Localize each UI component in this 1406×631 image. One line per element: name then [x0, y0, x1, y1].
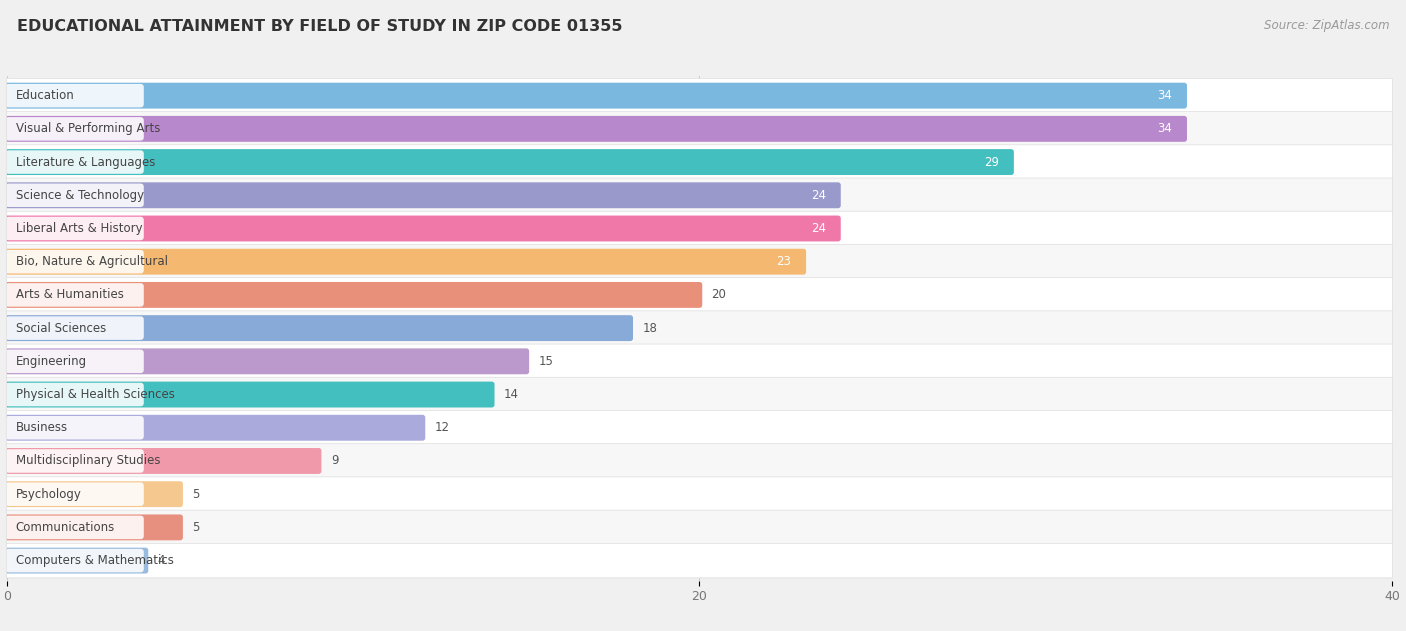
FancyBboxPatch shape [6, 516, 143, 539]
Text: 20: 20 [711, 288, 727, 302]
Text: 23: 23 [776, 255, 792, 268]
Text: Business: Business [15, 422, 67, 434]
FancyBboxPatch shape [4, 216, 841, 242]
FancyBboxPatch shape [4, 481, 183, 507]
FancyBboxPatch shape [4, 348, 529, 374]
FancyBboxPatch shape [6, 350, 143, 373]
Text: Visual & Performing Arts: Visual & Performing Arts [15, 122, 160, 136]
Text: Physical & Health Sciences: Physical & Health Sciences [15, 388, 174, 401]
Text: Computers & Mathematics: Computers & Mathematics [15, 554, 173, 567]
Text: 34: 34 [1157, 89, 1173, 102]
FancyBboxPatch shape [7, 78, 1392, 113]
Text: Science & Technology: Science & Technology [15, 189, 143, 202]
FancyBboxPatch shape [4, 83, 1187, 109]
Text: Communications: Communications [15, 521, 115, 534]
FancyBboxPatch shape [7, 278, 1392, 312]
FancyBboxPatch shape [6, 184, 143, 207]
FancyBboxPatch shape [4, 548, 148, 574]
FancyBboxPatch shape [4, 514, 183, 540]
FancyBboxPatch shape [7, 510, 1392, 545]
Text: 4: 4 [157, 554, 165, 567]
FancyBboxPatch shape [4, 149, 1014, 175]
Text: Psychology: Psychology [15, 488, 82, 500]
FancyBboxPatch shape [6, 117, 143, 141]
FancyBboxPatch shape [4, 249, 806, 274]
FancyBboxPatch shape [7, 477, 1392, 512]
FancyBboxPatch shape [4, 382, 495, 408]
Text: 29: 29 [984, 156, 1000, 168]
Text: 15: 15 [538, 355, 554, 368]
Text: Multidisciplinary Studies: Multidisciplinary Studies [15, 454, 160, 468]
FancyBboxPatch shape [4, 315, 633, 341]
FancyBboxPatch shape [6, 549, 143, 572]
Text: 5: 5 [193, 521, 200, 534]
Text: 14: 14 [503, 388, 519, 401]
FancyBboxPatch shape [7, 211, 1392, 245]
FancyBboxPatch shape [4, 182, 841, 208]
FancyBboxPatch shape [6, 449, 143, 473]
Text: Source: ZipAtlas.com: Source: ZipAtlas.com [1264, 19, 1389, 32]
FancyBboxPatch shape [7, 178, 1392, 213]
FancyBboxPatch shape [6, 316, 143, 340]
Text: Social Sciences: Social Sciences [15, 322, 105, 334]
FancyBboxPatch shape [6, 84, 143, 107]
FancyBboxPatch shape [6, 150, 143, 174]
FancyBboxPatch shape [6, 216, 143, 240]
FancyBboxPatch shape [7, 311, 1392, 345]
Text: Bio, Nature & Agricultural: Bio, Nature & Agricultural [15, 255, 167, 268]
Text: EDUCATIONAL ATTAINMENT BY FIELD OF STUDY IN ZIP CODE 01355: EDUCATIONAL ATTAINMENT BY FIELD OF STUDY… [17, 19, 623, 34]
FancyBboxPatch shape [4, 116, 1187, 142]
Text: 5: 5 [193, 488, 200, 500]
Text: 34: 34 [1157, 122, 1173, 136]
FancyBboxPatch shape [6, 383, 143, 406]
Text: 18: 18 [643, 322, 657, 334]
FancyBboxPatch shape [7, 344, 1392, 379]
FancyBboxPatch shape [4, 448, 322, 474]
Text: Engineering: Engineering [15, 355, 87, 368]
FancyBboxPatch shape [6, 416, 143, 440]
FancyBboxPatch shape [7, 244, 1392, 279]
FancyBboxPatch shape [7, 144, 1392, 179]
Text: 24: 24 [811, 189, 825, 202]
FancyBboxPatch shape [7, 377, 1392, 412]
Text: 12: 12 [434, 422, 450, 434]
FancyBboxPatch shape [6, 283, 143, 307]
Text: 9: 9 [330, 454, 339, 468]
FancyBboxPatch shape [4, 282, 702, 308]
FancyBboxPatch shape [4, 415, 425, 440]
Text: Arts & Humanities: Arts & Humanities [15, 288, 124, 302]
Text: Literature & Languages: Literature & Languages [15, 156, 155, 168]
FancyBboxPatch shape [7, 543, 1392, 578]
FancyBboxPatch shape [7, 112, 1392, 146]
FancyBboxPatch shape [6, 250, 143, 273]
Text: Education: Education [15, 89, 75, 102]
Text: 24: 24 [811, 222, 825, 235]
FancyBboxPatch shape [7, 444, 1392, 478]
FancyBboxPatch shape [7, 411, 1392, 445]
FancyBboxPatch shape [6, 483, 143, 506]
Text: Liberal Arts & History: Liberal Arts & History [15, 222, 142, 235]
